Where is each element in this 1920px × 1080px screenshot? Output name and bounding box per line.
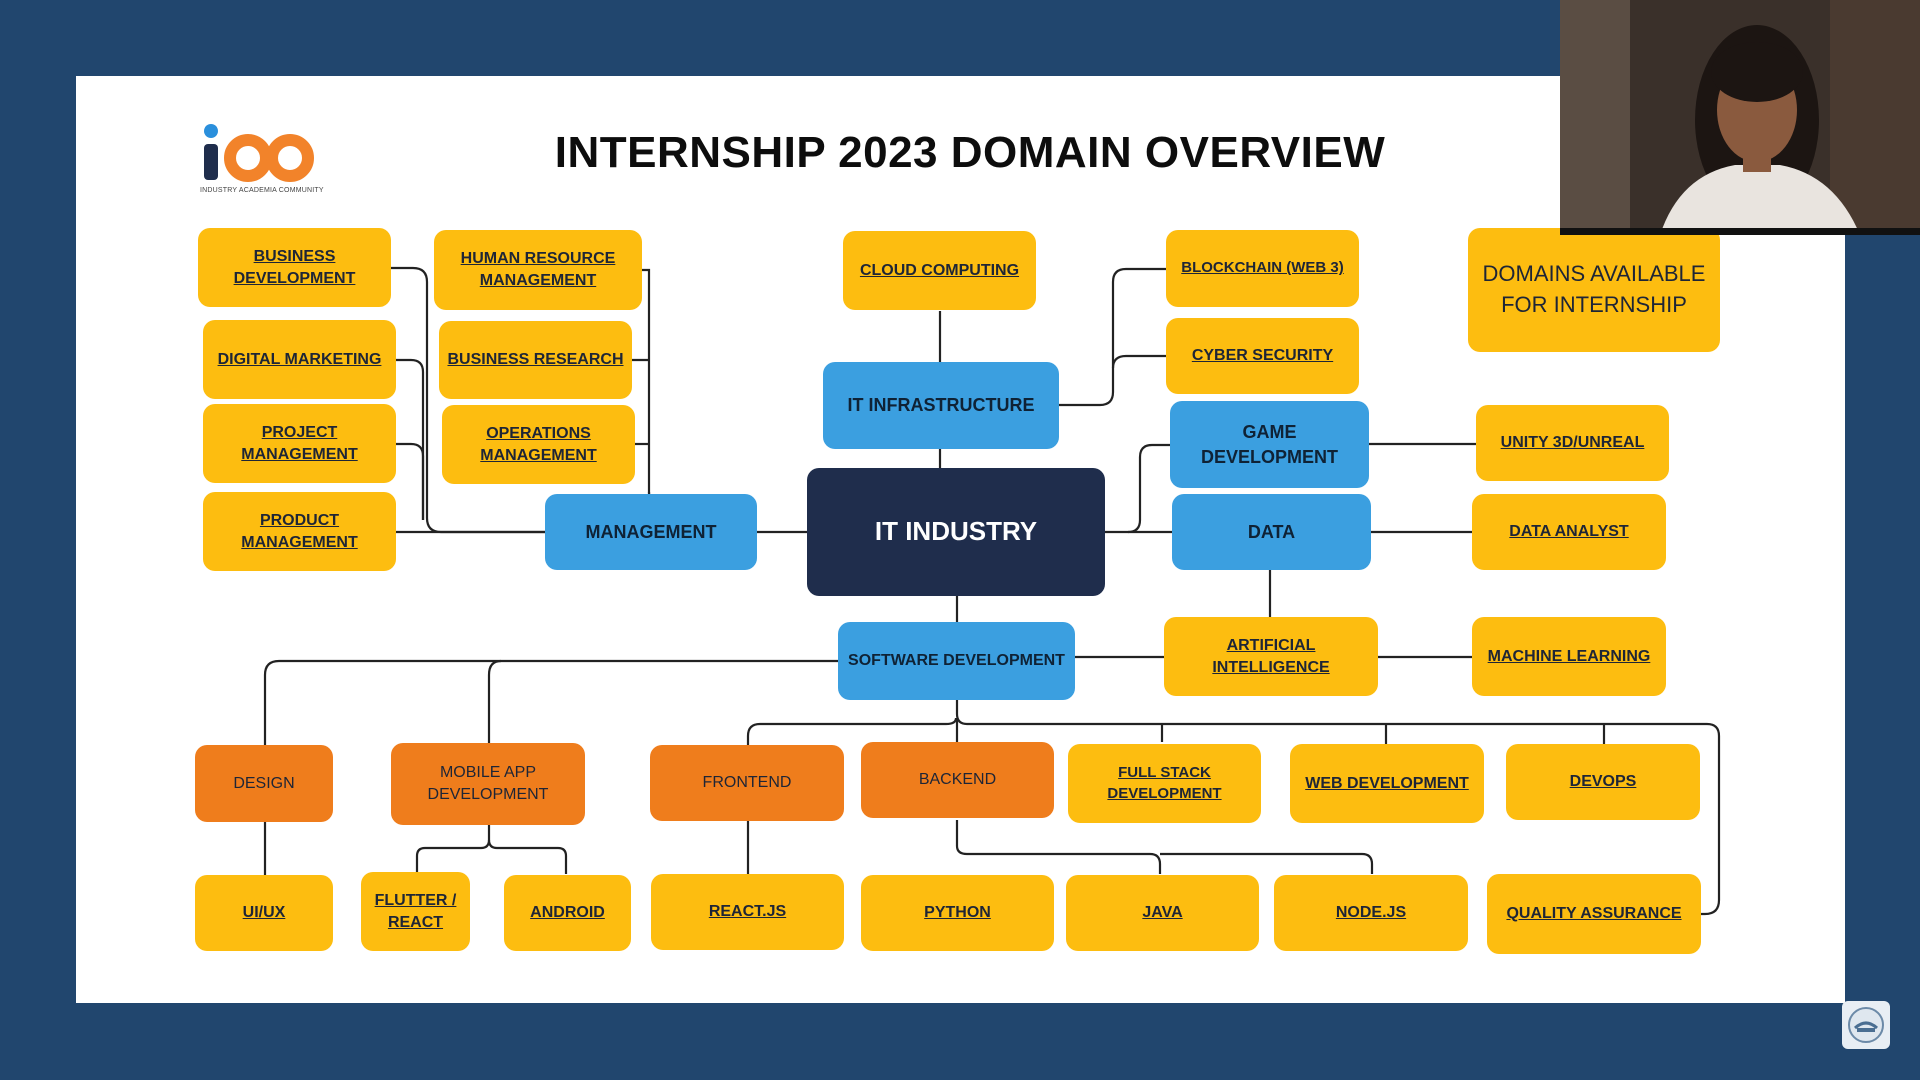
domain-devops[interactable]: DEVOPS [1506,744,1700,820]
legend-domains-available: DOMAINS AVAILABLE FOR INTERNSHIP [1468,228,1720,352]
domain-unity-3d-unreal[interactable]: UNITY 3D/UNREAL [1476,405,1669,481]
domain-product-management[interactable]: PRODUCT MANAGEMENT [203,492,396,571]
group-mobile-app-development[interactable]: MOBILE APP DEVELOPMENT [391,743,585,825]
webcam-video-tile[interactable] [1560,0,1920,235]
domain-business-development[interactable]: BUSINESS DEVELOPMENT [198,228,391,307]
domain-android[interactable]: ANDROID [504,875,631,951]
group-frontend[interactable]: FRONTEND [650,745,844,821]
domain-operations-management[interactable]: OPERATIONS MANAGEMENT [442,405,635,484]
root-it-industry[interactable]: IT INDUSTRY [807,468,1105,596]
domain-machine-learning[interactable]: MACHINE LEARNING [1472,617,1666,696]
logo-tagline: INDUSTRY ACADEMIA COMMUNITY [200,187,324,194]
category-management[interactable]: MANAGEMENT [545,494,757,570]
group-design[interactable]: DESIGN [195,745,333,822]
group-backend[interactable]: BACKEND [861,742,1054,818]
domain-blockchain[interactable]: BLOCKCHAIN (WEB 3) [1166,230,1359,307]
domain-cloud-computing[interactable]: CLOUD COMPUTING [843,231,1036,310]
domain-flutter-react[interactable]: FLUTTER / REACT [361,872,470,951]
domain-node-js[interactable]: NODE.JS [1274,875,1468,951]
page-title: INTERNSHIP 2023 DOMAIN OVERVIEW [554,128,1386,177]
presenter-video [1560,0,1920,235]
domain-data-analyst[interactable]: DATA ANALYST [1472,494,1666,570]
domain-full-stack-development[interactable]: FULL STACK DEVELOPMENT [1068,744,1261,823]
domain-digital-marketing[interactable]: DIGITAL MARKETING [203,320,396,399]
meeting-app-icon[interactable] [1842,1001,1890,1049]
domain-java[interactable]: JAVA [1066,875,1259,951]
domain-human-resource-management[interactable]: HUMAN RESOURCE MANAGEMENT [434,230,642,310]
domain-cyber-security[interactable]: CYBER SECURITY [1166,318,1359,394]
domain-react-js[interactable]: REACT.JS [651,874,844,950]
domain-python[interactable]: PYTHON [861,875,1054,951]
category-software-development[interactable]: SOFTWARE DEVELOPMENT [838,622,1075,700]
domain-business-research[interactable]: BUSINESS RESEARCH [439,321,632,399]
meeting-logo-icon [1848,1007,1884,1043]
category-it-infrastructure[interactable]: IT INFRASTRUCTURE [823,362,1059,449]
ioo-logo [204,124,314,182]
category-data[interactable]: DATA [1172,494,1371,570]
category-game-development[interactable]: GAME DEVELOPMENT [1170,401,1369,488]
domain-quality-assurance[interactable]: QUALITY ASSURANCE [1487,874,1701,954]
domain-ui-ux[interactable]: UI/UX [195,875,333,951]
domain-web-development[interactable]: WEB DEVELOPMENT [1290,744,1484,823]
domain-project-management[interactable]: PROJECT MANAGEMENT [203,404,396,483]
domain-artificial-intelligence[interactable]: ARTIFICIAL INTELLIGENCE [1164,617,1378,696]
